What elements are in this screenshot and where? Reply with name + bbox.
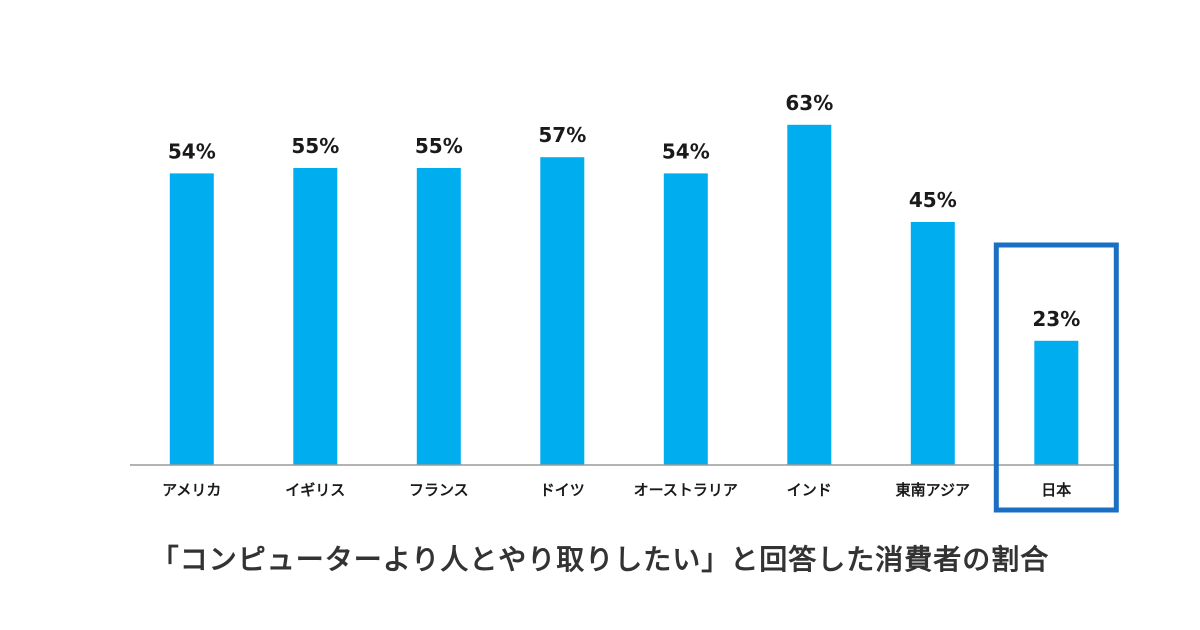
value-label-3: 55% — [415, 134, 463, 158]
category-label-1: アメリカ — [162, 481, 221, 499]
category-label-2: イギリス — [285, 481, 345, 499]
bar-7 — [910, 222, 955, 465]
category-label-5: オーストラリア — [634, 481, 738, 499]
value-label-8: 23% — [1032, 307, 1080, 331]
bar-5 — [663, 173, 708, 465]
chart-title: 「コンピューターより人とやり取りしたい」と回答した消費者の割合 — [150, 543, 1050, 576]
category-label-6: インド — [787, 481, 832, 499]
value-label-1: 54% — [168, 139, 216, 163]
bar-2 — [293, 168, 338, 465]
category-label-7: 東南アジア — [896, 481, 970, 499]
bar-6 — [787, 124, 832, 466]
bar-3 — [416, 168, 461, 465]
category-label-8: 日本 — [1041, 481, 1071, 499]
bar-8 — [1034, 340, 1079, 465]
value-label-5: 54% — [662, 139, 710, 163]
value-label-4: 57% — [538, 123, 586, 147]
value-label-7: 45% — [909, 188, 957, 212]
category-label-4: ドイツ — [540, 481, 585, 499]
category-label-3: フランス — [409, 481, 469, 499]
bar-1 — [169, 173, 214, 465]
bar-4 — [540, 157, 585, 465]
value-label-6: 63% — [785, 91, 833, 115]
value-label-2: 55% — [291, 134, 339, 158]
highlight-box — [993, 242, 1119, 513]
